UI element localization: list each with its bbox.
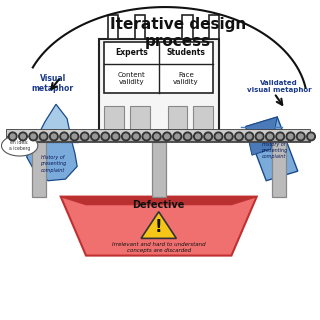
Circle shape <box>175 134 180 139</box>
Circle shape <box>52 134 56 139</box>
FancyBboxPatch shape <box>168 107 187 138</box>
Circle shape <box>165 134 169 139</box>
FancyBboxPatch shape <box>99 39 219 141</box>
Circle shape <box>62 134 67 139</box>
FancyBboxPatch shape <box>32 142 45 197</box>
Circle shape <box>286 132 295 141</box>
Circle shape <box>29 132 37 141</box>
Circle shape <box>237 134 241 139</box>
Circle shape <box>132 132 140 141</box>
Circle shape <box>19 132 27 141</box>
Circle shape <box>124 134 128 139</box>
FancyBboxPatch shape <box>182 15 193 39</box>
Circle shape <box>204 132 212 141</box>
FancyBboxPatch shape <box>104 42 213 93</box>
Text: !: ! <box>155 218 163 236</box>
Circle shape <box>163 132 171 141</box>
Circle shape <box>194 132 202 141</box>
Circle shape <box>255 132 264 141</box>
Circle shape <box>134 134 139 139</box>
Circle shape <box>101 132 109 141</box>
Text: History of
presenting
complaint: History of presenting complaint <box>261 142 287 159</box>
Text: Iterative design
process: Iterative design process <box>109 17 246 49</box>
FancyBboxPatch shape <box>135 15 145 39</box>
Polygon shape <box>35 104 72 141</box>
Circle shape <box>103 134 108 139</box>
Text: History of
presenting
complaint: History of presenting complaint <box>40 155 66 172</box>
FancyBboxPatch shape <box>104 107 124 138</box>
Polygon shape <box>27 141 77 181</box>
FancyBboxPatch shape <box>209 15 220 39</box>
Text: Defective: Defective <box>132 200 185 210</box>
Circle shape <box>185 134 190 139</box>
Text: Visual
metaphor: Visual metaphor <box>32 74 74 93</box>
Circle shape <box>154 134 159 139</box>
Circle shape <box>214 132 223 141</box>
FancyBboxPatch shape <box>108 15 118 39</box>
Circle shape <box>276 132 284 141</box>
Circle shape <box>144 134 149 139</box>
FancyBboxPatch shape <box>7 130 310 136</box>
Circle shape <box>206 134 211 139</box>
Circle shape <box>247 134 252 139</box>
Circle shape <box>142 132 151 141</box>
Text: Students: Students <box>166 48 205 57</box>
Circle shape <box>31 134 36 139</box>
Text: Face
validity: Face validity <box>173 72 199 85</box>
Circle shape <box>10 134 15 139</box>
Circle shape <box>225 132 233 141</box>
Text: Irrelevant and hard to understand
concepts are discarded: Irrelevant and hard to understand concep… <box>112 242 205 253</box>
Circle shape <box>307 132 315 141</box>
Circle shape <box>72 134 77 139</box>
Circle shape <box>20 134 25 139</box>
Circle shape <box>235 132 243 141</box>
Text: Validated
visual metaphor: Validated visual metaphor <box>246 80 311 93</box>
Polygon shape <box>61 197 257 204</box>
Circle shape <box>226 134 231 139</box>
Circle shape <box>288 134 293 139</box>
Ellipse shape <box>2 135 38 156</box>
Text: Experts: Experts <box>115 48 148 57</box>
Circle shape <box>113 134 118 139</box>
Circle shape <box>111 132 120 141</box>
Circle shape <box>152 132 161 141</box>
Circle shape <box>50 132 58 141</box>
Circle shape <box>309 134 313 139</box>
Circle shape <box>183 132 192 141</box>
Polygon shape <box>246 117 277 155</box>
Circle shape <box>173 132 181 141</box>
Circle shape <box>41 134 46 139</box>
Polygon shape <box>141 212 176 238</box>
Circle shape <box>91 132 99 141</box>
Circle shape <box>216 134 221 139</box>
Circle shape <box>196 134 200 139</box>
Circle shape <box>278 134 283 139</box>
Circle shape <box>82 134 87 139</box>
Circle shape <box>266 132 274 141</box>
Circle shape <box>299 134 303 139</box>
FancyBboxPatch shape <box>152 142 166 197</box>
Circle shape <box>297 132 305 141</box>
FancyBboxPatch shape <box>194 107 213 138</box>
FancyBboxPatch shape <box>7 130 310 142</box>
Polygon shape <box>246 117 298 181</box>
Circle shape <box>245 132 254 141</box>
FancyBboxPatch shape <box>272 142 286 197</box>
Circle shape <box>80 132 89 141</box>
Text: Content
validity: Content validity <box>118 72 145 85</box>
Circle shape <box>8 132 17 141</box>
Circle shape <box>268 134 272 139</box>
Circle shape <box>257 134 262 139</box>
Circle shape <box>60 132 68 141</box>
Polygon shape <box>61 197 257 256</box>
Circle shape <box>70 132 79 141</box>
Text: en idea:
a iceberg: en idea: a iceberg <box>9 140 30 151</box>
Circle shape <box>122 132 130 141</box>
Circle shape <box>93 134 97 139</box>
FancyBboxPatch shape <box>130 107 150 138</box>
Circle shape <box>39 132 48 141</box>
